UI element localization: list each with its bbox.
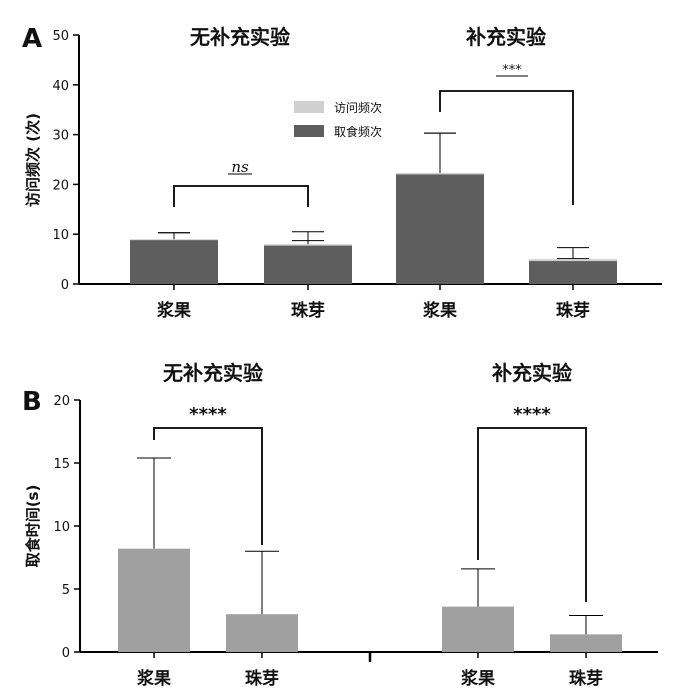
panel-a-y-tick-label: 20 [52,178,69,193]
panel-b-y-tick-label: 20 [53,394,70,409]
panel-b-y-tick-label: 5 [62,583,70,598]
panel-a-y-tick-label: 50 [52,29,69,44]
significance-bracket [439,90,574,205]
significance-label: **** [189,404,227,425]
panel-a-x-tick-label: 浆果 [157,300,191,321]
panel-b-x-tick-label: 珠芽 [569,668,603,689]
bar-取食频次 [264,245,352,284]
panel-a-y-axis-label: 访问频次 (次) [24,113,42,207]
bar [118,548,190,652]
panel-a-letter: A [22,24,42,54]
bar-取食频次 [396,174,484,284]
legend-label-visit: 访问频次 [334,101,382,115]
significance-label: ns [231,158,249,176]
legend-label-eat: 取食频次 [334,124,382,139]
panel-b-y-tick-label: 15 [53,457,70,472]
significance-label: **** [513,404,551,425]
panel-a-y-tick-label: 40 [52,79,69,94]
significance-label: *** [502,63,522,78]
panel-b-group-title-unsupplemented: 无补充实验 [163,361,263,385]
panel-a-y-tick-label: 30 [52,129,69,144]
panel-b-group-title-supplemented: 补充实验 [491,361,572,385]
significance-bracket [173,185,309,207]
panel-a-y-tick-label: 10 [52,228,69,243]
significance-bracket [477,427,587,602]
panel-a-x-tick-label: 浆果 [423,300,457,321]
legend-swatch-visit [294,101,324,113]
panel-b-chart: 0 5 10 15 20 浆果 珠芽 浆果 珠芽 **** **** [53,394,658,689]
panel-a-y-tick-label: 0 [61,278,69,293]
bar [442,606,514,652]
panel-b-x-tick-label: 浆果 [137,668,171,689]
panel-b-letter: B [22,387,42,417]
legend-swatch-eat [294,125,324,137]
bar-取食频次 [529,261,617,284]
panel-b-y-axis-label: 取食时间(s) [24,485,42,568]
panel-b-x-tick-label: 珠芽 [245,668,279,689]
bar-取食频次 [130,240,218,284]
significance-bracket [153,427,263,545]
panel-a-x-tick-label: 珠芽 [556,300,590,321]
panel-b-y-tick-label: 10 [53,520,70,535]
panel-a-x-tick-label: 珠芽 [291,300,325,321]
bar [226,614,298,652]
panel-b-y-tick-label: 0 [62,646,70,661]
panel-a-group-title-unsupplemented: 无补充实验 [190,25,290,49]
bar [550,634,622,652]
panel-a-group-title-supplemented: 补充实验 [465,25,546,49]
panel-b-x-tick-label: 浆果 [461,668,495,689]
